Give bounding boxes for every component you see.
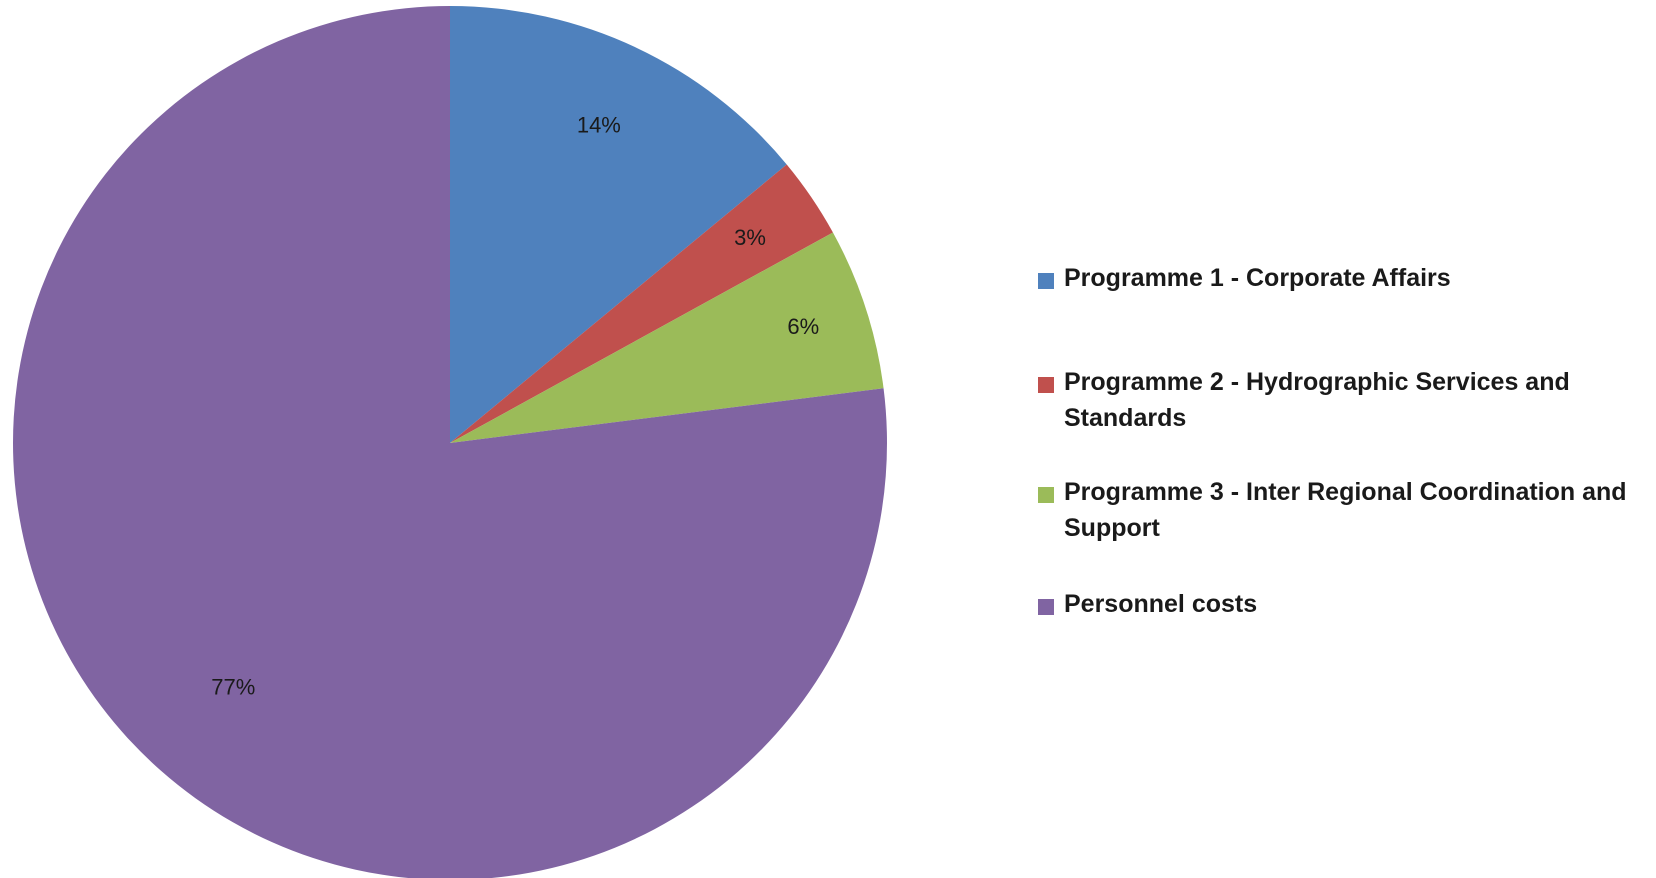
legend-label-programme-2: Programme 2 - Hydrographic Services and … [1064,368,1570,432]
data-label-personnel-costs: 77% [211,675,255,700]
legend-swatch-programme-1 [1038,273,1054,289]
data-label-programme-3: 6% [787,314,819,339]
data-label-programme-1: 14% [577,112,621,137]
pie-slice-programme-3 [450,232,884,443]
pie-slices [13,6,887,878]
data-label-programme-2: 3% [734,225,766,250]
legend-item-programme-1: Programme 1 - Corporate Affairs [1038,260,1648,296]
legend-label-programme-1: Programme 1 - Corporate Affairs [1064,264,1451,292]
pie-slice-personnel-costs [13,6,887,878]
pie-data-labels: 14% 3% 6% 77% [211,112,819,699]
legend-swatch-programme-2 [1038,377,1054,393]
legend-label-personnel-costs: Personnel costs [1064,590,1258,618]
legend-swatch-personnel-costs [1038,599,1054,615]
legend-label-programme-3: Programme 3 - Inter Regional Coordinatio… [1064,478,1627,542]
legend-item-personnel-costs: Personnel costs [1038,586,1648,622]
legend-item-programme-3: Programme 3 - Inter Regional Coordinatio… [1038,474,1648,546]
pie-slice-programme-1 [450,6,787,443]
legend-item-programme-2: Programme 2 - Hydrographic Services and … [1038,364,1648,436]
pie-slice-programme-2 [450,164,833,443]
chart-legend: Programme 1 - Corporate Affairs Programm… [1038,260,1648,622]
legend-swatch-programme-3 [1038,487,1054,503]
